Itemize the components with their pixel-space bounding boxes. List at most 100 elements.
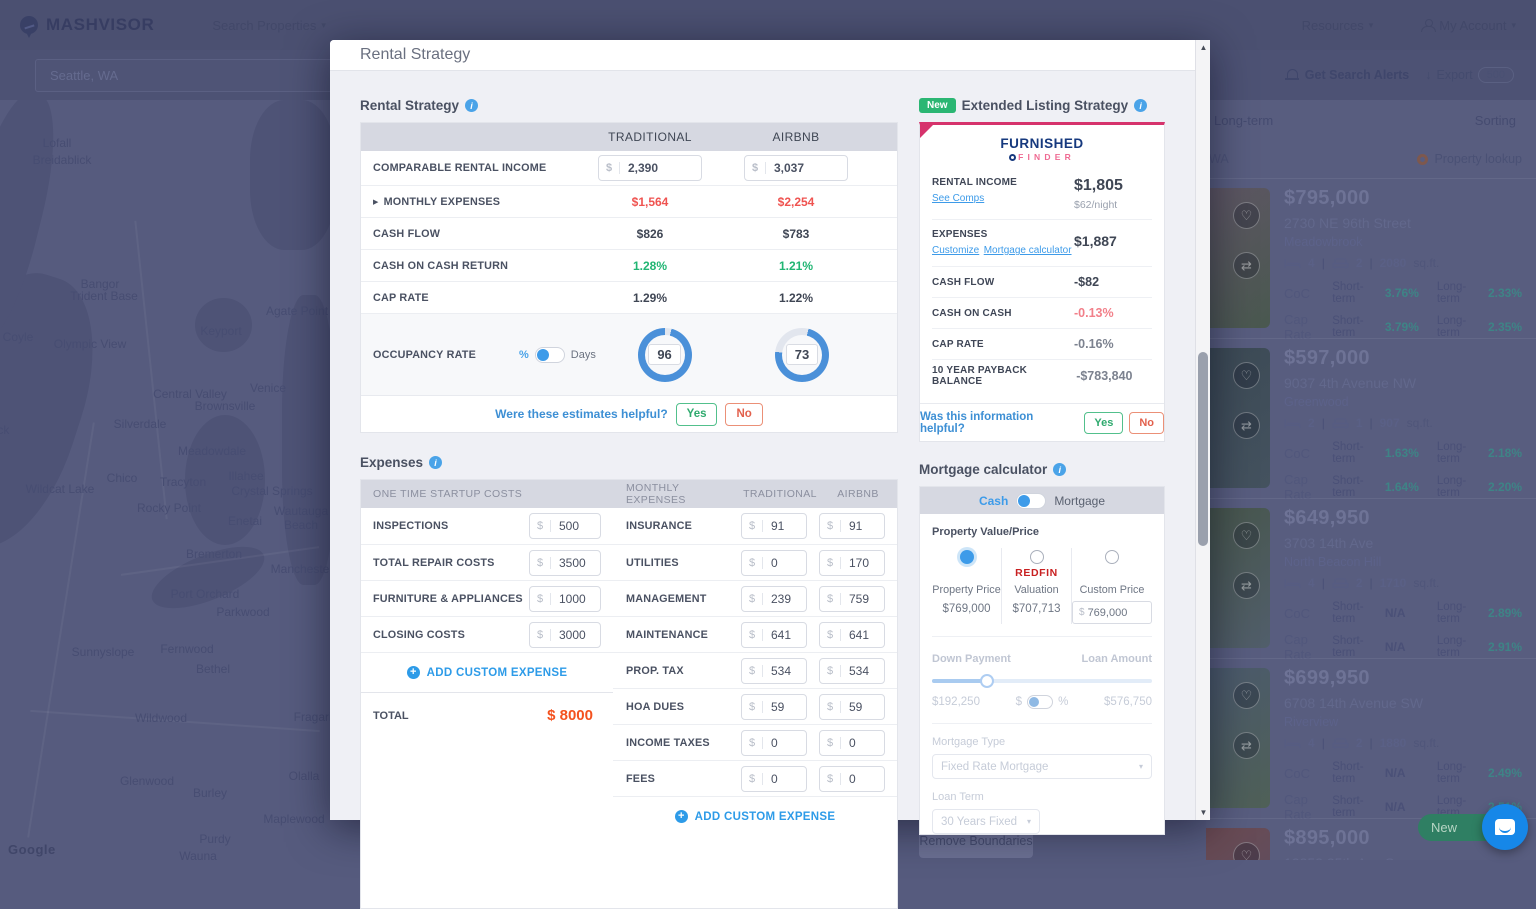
short-term-label: Short-term bbox=[1332, 795, 1385, 819]
airbnb-expense-input-value: 0 bbox=[841, 736, 856, 750]
loan-term-select[interactable]: 30 Years Fixed ▾ bbox=[932, 809, 1040, 834]
bed-icon bbox=[1284, 578, 1301, 589]
no-button[interactable]: No bbox=[725, 403, 762, 426]
slider-knob[interactable] bbox=[980, 674, 994, 688]
expenses-heading: Expenses i bbox=[360, 455, 898, 470]
traditional-occupancy-donut: 96 bbox=[638, 328, 692, 382]
baths-count: 1 bbox=[1356, 416, 1363, 430]
metric-label: CoC bbox=[1284, 286, 1332, 301]
traditional-expense-input[interactable]: $91 bbox=[741, 513, 807, 539]
customize-link[interactable]: Customize bbox=[932, 245, 979, 256]
compare-icon[interactable]: ⇄ bbox=[1233, 572, 1260, 599]
airbnb-income-value: 3,037 bbox=[766, 161, 804, 175]
map-place-label: Trident Base bbox=[70, 289, 138, 303]
traditional-expense-input[interactable]: $239 bbox=[741, 586, 807, 612]
scroll-down-arrow[interactable]: ▼ bbox=[1196, 808, 1211, 817]
traditional-income-input[interactable]: $ 2,390 bbox=[598, 155, 702, 181]
favorite-icon[interactable]: ♡ bbox=[1233, 842, 1260, 860]
startup-cost-input[interactable]: $500 bbox=[529, 513, 601, 539]
tab-long-term[interactable]: Long-term bbox=[1214, 113, 1273, 128]
property-lookup-button[interactable]: Property lookup bbox=[1417, 152, 1522, 166]
map-place-label: Crystal Springs bbox=[231, 484, 312, 498]
info-icon[interactable]: i bbox=[429, 456, 442, 469]
add-custom-expense-startup[interactable]: + ADD CUSTOM EXPENSE bbox=[361, 652, 613, 692]
radio-unselected[interactable] bbox=[1030, 550, 1044, 564]
currency-prefix: $ bbox=[820, 773, 841, 785]
mortgage-price-option[interactable]: Custom Price$769,000 bbox=[1071, 548, 1152, 624]
down-payment-slider[interactable] bbox=[932, 679, 1152, 683]
mortgage-type-select[interactable]: Fixed Rate Mortgage ▾ bbox=[932, 754, 1152, 779]
favorite-icon[interactable]: ♡ bbox=[1233, 362, 1260, 389]
radio-unselected[interactable] bbox=[1105, 550, 1119, 564]
see-comps-link[interactable]: See Comps bbox=[932, 193, 984, 204]
rental-income-left: RENTAL INCOME See Comps bbox=[932, 177, 1017, 211]
airbnb-expense-input[interactable]: $0 bbox=[819, 730, 885, 756]
yes-button[interactable]: Yes bbox=[1084, 412, 1123, 434]
strategy-row-label-text: CASH FLOW bbox=[373, 228, 440, 240]
monthly-expense-row: MAINTENANCE$641$641 bbox=[613, 616, 897, 652]
favorite-icon[interactable]: ♡ bbox=[1233, 522, 1260, 549]
map-place-label: Burley bbox=[193, 786, 227, 800]
favorite-icon[interactable]: ♡ bbox=[1233, 682, 1260, 709]
info-icon[interactable]: i bbox=[1134, 99, 1147, 112]
airbnb-expense-input[interactable]: $59 bbox=[819, 694, 885, 720]
traditional-expense-input[interactable]: $0 bbox=[741, 730, 807, 756]
divider bbox=[932, 723, 1152, 724]
loan-term-field: Loan Term 30 Years Fixed ▾ bbox=[932, 791, 1152, 834]
traditional-expense-input[interactable]: $0 bbox=[741, 550, 807, 576]
mortgage-calculator-heading-label: Mortgage calculator bbox=[919, 462, 1047, 477]
down-payment-values: $192,250 $ % $576,750 bbox=[932, 695, 1152, 709]
compare-icon[interactable]: ⇄ bbox=[1233, 252, 1260, 279]
sorting-label[interactable]: Sorting bbox=[1475, 113, 1516, 128]
cash-mortgage-toggle[interactable] bbox=[1016, 493, 1046, 509]
traditional-expense-input[interactable]: $534 bbox=[741, 658, 807, 684]
strategy-row-label-text: CASH ON CASH RETURN bbox=[373, 260, 508, 272]
airbnb-expense-input[interactable]: $170 bbox=[819, 550, 885, 576]
currency-prefix: $ bbox=[820, 737, 841, 749]
airbnb-expense-input[interactable]: $534 bbox=[819, 658, 885, 684]
startup-cost-row: FURNITURE & APPLIANCES$1000 bbox=[361, 580, 613, 616]
modal-scrollbar[interactable]: ▲ ▼ bbox=[1195, 40, 1210, 820]
occupancy-unit-toggle[interactable] bbox=[535, 347, 565, 363]
mortgage-price-option[interactable]: Property Price$769,000 bbox=[932, 548, 1001, 624]
airbnb-expense-input[interactable]: $0 bbox=[819, 766, 885, 792]
dollar-percent-toggle[interactable] bbox=[1027, 695, 1053, 709]
expenses-heading-label: Expenses bbox=[360, 455, 423, 470]
yes-button[interactable]: Yes bbox=[676, 403, 718, 426]
info-icon[interactable]: i bbox=[1053, 463, 1066, 476]
listing-address: 9037 4th Avenue NW bbox=[1284, 375, 1526, 391]
startup-cost-input[interactable]: $1000 bbox=[529, 586, 601, 612]
chevron-down-icon: ▾ bbox=[1027, 817, 1031, 826]
airbnb-income-input[interactable]: $ 3,037 bbox=[744, 155, 848, 181]
scrollbar-thumb[interactable] bbox=[1198, 352, 1208, 546]
traditional-expense-input[interactable]: $0 bbox=[741, 766, 807, 792]
no-button[interactable]: No bbox=[1129, 412, 1164, 434]
long-term-value: 2.49% bbox=[1488, 766, 1526, 780]
compare-icon[interactable]: ⇄ bbox=[1233, 732, 1260, 759]
chat-bubble-button[interactable] bbox=[1482, 804, 1528, 850]
traditional-expense-input[interactable]: $59 bbox=[741, 694, 807, 720]
airbnb-expense-input[interactable]: $641 bbox=[819, 622, 885, 648]
strategy-row-label[interactable]: ▶MONTHLY EXPENSES bbox=[361, 196, 577, 208]
custom-price-input[interactable]: $769,000 bbox=[1072, 601, 1152, 624]
add-custom-expense-monthly[interactable]: + ADD CUSTOM EXPENSE bbox=[613, 796, 897, 836]
favorite-icon[interactable]: ♡ bbox=[1233, 202, 1260, 229]
radio-selected[interactable] bbox=[960, 550, 974, 564]
info-icon[interactable]: i bbox=[465, 99, 478, 112]
mortgage-calculator-link[interactable]: Mortgage calculator bbox=[984, 245, 1072, 256]
airbnb-expense-input[interactable]: $91 bbox=[819, 513, 885, 539]
startup-cost-input[interactable]: $3000 bbox=[529, 622, 601, 648]
traditional-expense-input[interactable]: $641 bbox=[741, 622, 807, 648]
scroll-up-arrow[interactable]: ▲ bbox=[1196, 43, 1211, 52]
compare-icon[interactable]: ⇄ bbox=[1233, 412, 1260, 439]
airbnb-expense-input[interactable]: $759 bbox=[819, 586, 885, 612]
listings-header-row: Long-term Sorting bbox=[1206, 100, 1536, 140]
startup-cost-input[interactable]: $3500 bbox=[529, 550, 601, 576]
